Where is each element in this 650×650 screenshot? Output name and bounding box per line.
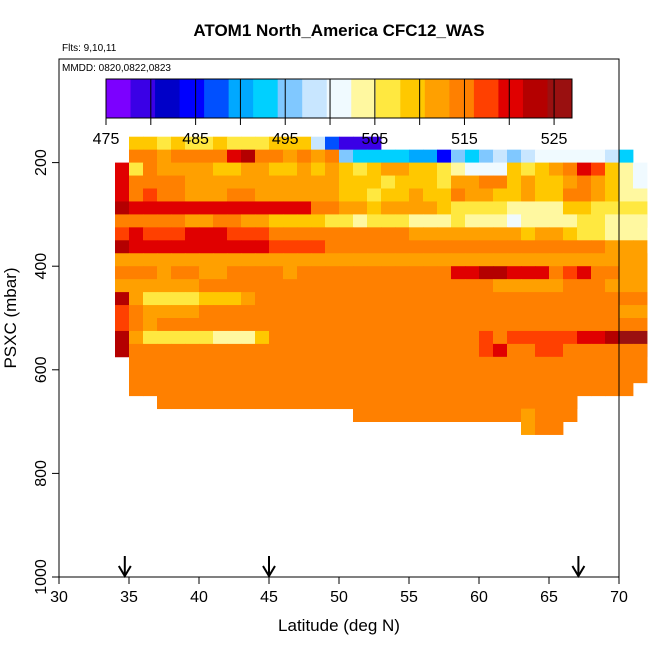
- colorbar-swatch: [473, 79, 499, 118]
- colorbar: 475 485 495 505 515 525: [93, 78, 573, 148]
- y-axis: 200 400 600 800 1000: [33, 149, 59, 595]
- heatmap-cell: [129, 369, 144, 397]
- heatmap-cell: [395, 395, 410, 422]
- plot-area: [58, 58, 648, 578]
- x-tick-label: 55: [400, 589, 418, 606]
- heatmap-cell: [185, 382, 200, 410]
- colorbar-swatch: [326, 79, 352, 118]
- colorbar-swatch: [155, 79, 181, 118]
- heatmap-cell: [227, 382, 242, 410]
- colorbar-tick-label: 515: [451, 131, 478, 148]
- y-tick-label: 200: [33, 149, 50, 176]
- heatmap-cell: [619, 214, 634, 241]
- x-tick-label: 60: [470, 589, 488, 606]
- colorbar-ticks: 475 485 495 505 515 525: [93, 79, 568, 148]
- colorbar-swatch: [351, 79, 377, 118]
- colorbar-swatch: [498, 79, 524, 118]
- colorbar-swatch: [522, 79, 548, 118]
- heatmap-cell: [367, 395, 382, 422]
- heatmap-cell: [619, 369, 634, 397]
- colorbar-swatch: [375, 79, 401, 118]
- heatmap-cell: [311, 382, 326, 410]
- colorbar-swatch: [228, 79, 254, 118]
- x-axis-label: Latitude (deg N): [278, 616, 400, 635]
- heatmap-cell: [199, 382, 214, 410]
- x-tick-label: 45: [260, 589, 278, 606]
- chart-title: ATOM1 North_America CFC12_WAS: [193, 21, 484, 40]
- heatmap-cell: [353, 395, 368, 422]
- heatmap-cell: [381, 395, 396, 422]
- x-tick-label: 70: [610, 589, 628, 606]
- heatmap-cell: [409, 395, 424, 422]
- colorbar-swatch: [130, 79, 156, 118]
- heatmap-cell: [549, 408, 564, 435]
- colorbar-frame: [105, 78, 573, 119]
- heatmap-cell: [297, 382, 312, 410]
- colorbar-swatch: [204, 79, 230, 118]
- heatmap-cell: [633, 214, 648, 241]
- x-tick-label: 30: [50, 589, 68, 606]
- heatmap-cell: [143, 369, 158, 397]
- colorbar-swatch: [179, 79, 205, 118]
- heatmap-cell: [213, 382, 228, 410]
- heatmap-cell: [591, 214, 606, 241]
- heatmap-cell: [437, 395, 452, 422]
- heatmap-cell: [493, 395, 508, 422]
- colorbar-tick-label: 475: [93, 131, 120, 148]
- heatmap-cell: [591, 369, 606, 397]
- flights-note: Flts: 9,10,11: [62, 43, 117, 54]
- colorbar-swatch: [253, 79, 279, 118]
- colorbar-swatch: [424, 79, 450, 118]
- heatmap-cell: [577, 369, 592, 397]
- x-tick-label: 40: [190, 589, 208, 606]
- x-tick-label: 50: [330, 589, 348, 606]
- heatmap-cell: [563, 395, 578, 422]
- colorbar-swatch: [449, 79, 475, 118]
- heatmap-cell: [269, 382, 284, 410]
- heatmap-cell: [465, 395, 480, 422]
- colorbar-swatches: [106, 79, 573, 118]
- flight-arrow-head: [571, 565, 586, 578]
- heatmap-cell: [605, 214, 620, 241]
- y-axis-label: PSXC (mbar): [1, 267, 20, 368]
- colorbar-swatch: [547, 79, 573, 118]
- heatmap-cell: [451, 395, 466, 422]
- colorbar-swatch: [302, 79, 328, 118]
- dates-note: MMDD: 0820,0822,0823: [62, 63, 171, 74]
- flight-arrow-head: [117, 565, 132, 578]
- flight-arrow-head: [262, 565, 276, 578]
- heatmap-cell: [479, 395, 494, 422]
- colorbar-tick-label: 485: [182, 131, 209, 148]
- heatmap-cell: [255, 382, 270, 410]
- x-tick-label: 35: [120, 589, 138, 606]
- colorbar-swatch: [400, 79, 426, 118]
- colorbar-swatch: [277, 79, 303, 118]
- heatmap-cell: [241, 382, 256, 410]
- heatmap-cell: [157, 382, 172, 410]
- heatmap-cell: [325, 382, 340, 410]
- x-axis: 30 35 40 45 50 55 60 65 70: [50, 577, 628, 606]
- y-tick-label: 600: [33, 356, 50, 383]
- heatmap-cell: [283, 382, 298, 410]
- heatmap-cell: [115, 330, 130, 358]
- colorbar-tick-label: 505: [361, 131, 388, 148]
- heatmap-cells: [115, 136, 648, 435]
- colorbar-tick-label: 525: [541, 131, 568, 148]
- heatmap-cell: [535, 408, 550, 435]
- heatmap-cell: [605, 369, 620, 397]
- heatmap-cell: [423, 395, 438, 422]
- y-tick-label: 1000: [33, 559, 50, 595]
- y-tick-label: 800: [33, 460, 50, 487]
- heatmap-cell: [521, 408, 536, 435]
- heatmap-cell: [339, 382, 354, 410]
- heatmap-cell: [507, 395, 522, 422]
- colorbar-tick-label: 495: [272, 131, 299, 148]
- heatmap-cell: [171, 382, 186, 410]
- y-tick-label: 400: [33, 253, 50, 280]
- colorbar-swatch: [106, 79, 132, 118]
- flight-arrows: [117, 556, 586, 578]
- x-tick-label: 65: [540, 589, 558, 606]
- heatmap-cell: [633, 356, 648, 384]
